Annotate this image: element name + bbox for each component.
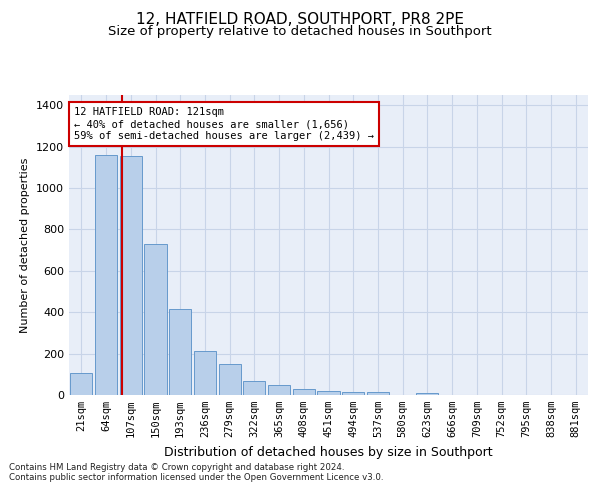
Y-axis label: Number of detached properties: Number of detached properties bbox=[20, 158, 31, 332]
Text: 12, HATFIELD ROAD, SOUTHPORT, PR8 2PE: 12, HATFIELD ROAD, SOUTHPORT, PR8 2PE bbox=[136, 12, 464, 28]
Text: Contains HM Land Registry data © Crown copyright and database right 2024.
Contai: Contains HM Land Registry data © Crown c… bbox=[9, 462, 383, 482]
Text: 12 HATFIELD ROAD: 121sqm
← 40% of detached houses are smaller (1,656)
59% of sem: 12 HATFIELD ROAD: 121sqm ← 40% of detach… bbox=[74, 108, 374, 140]
Bar bbox=[70, 374, 92, 395]
Bar bbox=[367, 392, 389, 395]
Bar bbox=[95, 155, 117, 395]
Bar bbox=[243, 380, 265, 395]
X-axis label: Distribution of detached houses by size in Southport: Distribution of detached houses by size … bbox=[164, 446, 493, 458]
Bar bbox=[145, 244, 167, 395]
Bar bbox=[169, 309, 191, 395]
Bar bbox=[268, 386, 290, 395]
Bar bbox=[416, 392, 439, 395]
Bar bbox=[317, 391, 340, 395]
Bar bbox=[293, 389, 315, 395]
Bar bbox=[119, 156, 142, 395]
Bar bbox=[342, 392, 364, 395]
Text: Size of property relative to detached houses in Southport: Size of property relative to detached ho… bbox=[108, 25, 492, 38]
Bar bbox=[218, 364, 241, 395]
Bar bbox=[194, 350, 216, 395]
